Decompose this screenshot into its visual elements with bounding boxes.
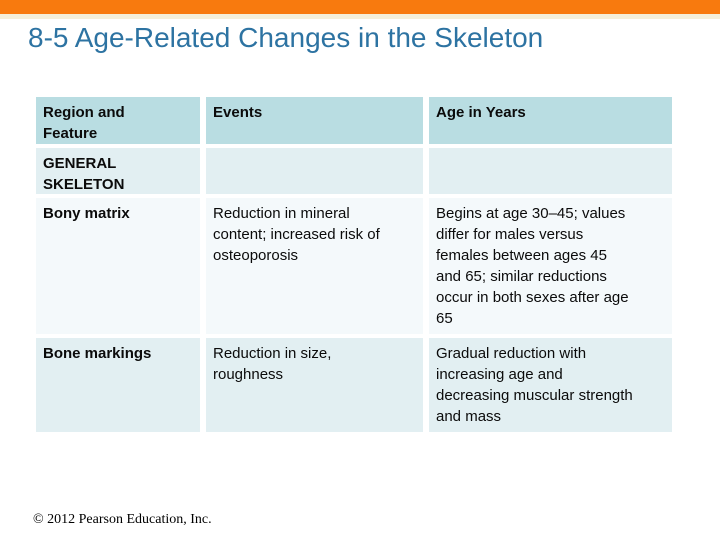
- accent-bar: [0, 0, 720, 14]
- accent-bar-underline: [0, 14, 720, 19]
- header-label: Events: [213, 104, 263, 121]
- table-cell-age: Gradual reduction with increasing age an…: [429, 338, 672, 432]
- header-label: Age in Years: [436, 104, 526, 121]
- section-label: GENERAL SKELETON: [43, 155, 125, 193]
- table-cell-events: Reduction in mineral content; increased …: [206, 198, 423, 334]
- cell-text: Gradual reduction with increasing age an…: [436, 345, 633, 425]
- table-header-age-in-years: Age in Years: [429, 97, 672, 144]
- table-cell-events: Reduction in size, roughness: [206, 338, 423, 432]
- table-cell-age: Begins at age 30–45; values differ for m…: [429, 198, 672, 334]
- table-header-region-feature: Region and Feature: [36, 97, 200, 144]
- table-cell-feature: GENERAL SKELETON: [36, 148, 200, 194]
- table-header-events: Events: [206, 97, 423, 144]
- cell-text: Reduction in mineral content; increased …: [213, 205, 380, 264]
- age-changes-table: Region and Feature Events Age in Years G…: [36, 97, 672, 432]
- header-label: Region and Feature: [43, 104, 125, 142]
- footer-copyright: © 2012 Pearson Education, Inc.: [33, 512, 212, 527]
- row-label: Bony matrix: [43, 205, 130, 222]
- table-cell-age: [429, 148, 672, 194]
- table-cell-events: [206, 148, 423, 194]
- page-title: 8-5 Age-Related Changes in the Skeleton: [28, 22, 544, 53]
- cell-text: Reduction in size, roughness: [213, 345, 332, 383]
- table-cell-feature: Bony matrix: [36, 198, 200, 334]
- table-cell-feature: Bone markings: [36, 338, 200, 432]
- row-label: Bone markings: [43, 345, 152, 362]
- cell-text: Begins at age 30–45; values differ for m…: [436, 205, 629, 327]
